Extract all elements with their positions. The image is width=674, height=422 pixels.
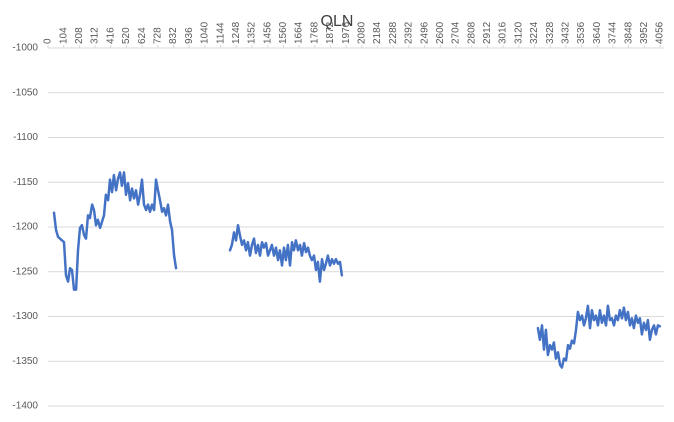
x-tick-label: 2600 xyxy=(435,21,446,44)
x-tick-label: 520 xyxy=(121,27,132,44)
x-tick-label: 3848 xyxy=(623,21,634,44)
x-tick-label: 1976 xyxy=(341,21,352,44)
x-tick-label: 1560 xyxy=(278,21,289,44)
x-tick-label: 3328 xyxy=(545,21,556,44)
x-tick-label: 1872 xyxy=(325,21,336,44)
x-tick-label: 1456 xyxy=(262,21,273,44)
x-tick-label: 208 xyxy=(74,27,85,44)
x-tick-label: 832 xyxy=(168,27,179,44)
x-tick-label: 624 xyxy=(137,27,148,44)
x-tick-label: 936 xyxy=(184,27,195,44)
x-tick-label: 104 xyxy=(58,27,69,44)
x-tick-label: 2912 xyxy=(482,21,493,44)
x-tick-label: 3952 xyxy=(639,21,650,44)
x-tick-label: 1352 xyxy=(247,21,258,44)
y-tick-label: -1150 xyxy=(13,177,38,188)
y-tick-label: -1050 xyxy=(12,87,38,98)
x-tick-label: 1144 xyxy=(215,22,226,44)
x-tick-label: 3432 xyxy=(560,21,571,44)
y-tick-label: -1100 xyxy=(13,132,38,143)
y-tick-label: -1200 xyxy=(12,222,38,233)
x-tick-label: 0 xyxy=(43,38,54,44)
y-tick-label: -1250 xyxy=(12,266,38,277)
x-tick-label: 3640 xyxy=(592,21,603,44)
x-tick-label: 2392 xyxy=(404,21,415,44)
x-tick-label: 2080 xyxy=(356,21,367,44)
y-tick-label: -1000 xyxy=(12,43,38,54)
x-tick-label: 3744 xyxy=(608,21,619,44)
x-tick-label: 1248 xyxy=(231,21,242,44)
x-tick-label: 3536 xyxy=(576,21,587,44)
x-tick-label: 2496 xyxy=(419,21,430,44)
x-tick-label: 1040 xyxy=(200,21,211,44)
chart-title: QLN xyxy=(321,13,354,30)
x-tick-label: 416 xyxy=(105,27,116,44)
y-tick-label: -1400 xyxy=(12,401,38,412)
x-tick-label: 1664 xyxy=(294,21,305,44)
y-tick-label: -1300 xyxy=(12,311,38,322)
x-tick-label: 2288 xyxy=(388,21,399,44)
data-line xyxy=(52,171,662,369)
x-tick-label: 4056 xyxy=(655,21,666,44)
y-tick-label: -1350 xyxy=(12,356,38,367)
x-tick-label: 312 xyxy=(90,27,101,44)
x-tick-label: 2808 xyxy=(466,21,477,44)
x-tick-label: 3224 xyxy=(529,21,540,44)
x-tick-label: 2704 xyxy=(451,21,462,44)
x-tick-label: 2184 xyxy=(372,21,383,44)
x-tick-label: 728 xyxy=(152,27,163,44)
x-tick-label: 3120 xyxy=(513,21,524,44)
x-tick-label: 3016 xyxy=(498,21,509,44)
x-tick-label: 1768 xyxy=(309,21,320,44)
